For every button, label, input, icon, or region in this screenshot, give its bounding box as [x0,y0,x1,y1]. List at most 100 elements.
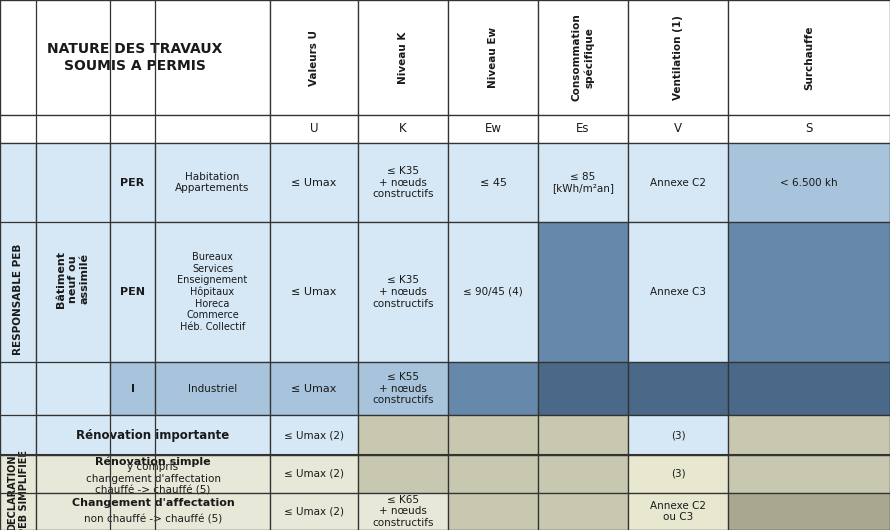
Bar [36,143,110,415]
Text: non chauffé -> chauffé (5): non chauffé -> chauffé (5) [84,515,222,525]
Bar [110,362,155,415]
Text: Niveau Ew: Niveau Ew [488,27,498,88]
Text: Rénovation importante: Rénovation importante [77,428,230,441]
Text: ≤ K35
+ nœuds
constructifs: ≤ K35 + nœuds constructifs [372,166,433,199]
Text: PEN: PEN [120,287,145,297]
Text: PER: PER [120,178,144,188]
Bar [0,143,36,455]
Bar [155,362,270,415]
Bar [36,493,270,530]
Bar [358,115,448,143]
Text: ≤ 90/45 (4): ≤ 90/45 (4) [463,287,523,297]
Bar [628,415,728,455]
Text: ≤ K35
+ nœuds
constructifs: ≤ K35 + nœuds constructifs [372,276,433,308]
Bar [538,222,628,362]
Text: Ventilation (1): Ventilation (1) [673,15,683,100]
Bar [448,115,538,143]
Text: S: S [805,122,813,136]
Text: Habitation
Appartements: Habitation Appartements [175,172,250,193]
Text: Changement d'affectation: Changement d'affectation [71,499,234,508]
Bar [628,455,728,493]
Bar [628,222,728,362]
Text: V: V [674,122,682,136]
Bar [270,362,358,415]
Bar [0,115,270,143]
Text: ≤ Umax: ≤ Umax [291,178,336,188]
Text: DECLARATION
PEB SIMPLIFIEE: DECLARATION PEB SIMPLIFIEE [7,450,28,530]
Bar [358,362,448,415]
Text: Es: Es [576,122,590,136]
Text: ≤ Umax (2): ≤ Umax (2) [284,469,344,479]
Text: ≤ 45: ≤ 45 [480,178,506,188]
Bar [628,0,728,115]
Bar [270,115,358,143]
Text: Rénovation simple: Rénovation simple [95,457,211,467]
Text: Consommation
spécifique: Consommation spécifique [572,14,595,101]
Text: Bureaux
Services
Enseignement
Hôpitaux
Horeca
Commerce
Héb. Collectif: Bureaux Services Enseignement Hôpitaux H… [177,252,247,332]
Bar [728,362,890,415]
Bar [728,493,890,530]
Bar [36,415,270,455]
Bar [538,115,628,143]
Bar [270,493,358,530]
Text: Valeurs U: Valeurs U [309,30,319,85]
Text: Annexe C2
ou C3: Annexe C2 ou C3 [650,501,706,522]
Bar [358,0,448,115]
Bar [728,415,890,455]
Bar [358,222,448,362]
Bar [270,0,358,115]
Bar [448,222,538,362]
Bar [728,143,890,222]
Bar [448,455,538,493]
Bar [448,143,538,222]
Bar [270,143,358,222]
Bar [358,493,448,530]
Bar [538,455,628,493]
Text: ≤ Umax (2): ≤ Umax (2) [284,430,344,440]
Text: ≤ K65
+ nœuds
constructifs: ≤ K65 + nœuds constructifs [372,495,433,528]
Text: Industriel: Industriel [188,384,237,393]
Bar [538,493,628,530]
Bar [358,455,448,493]
Text: ≤ Umax: ≤ Umax [291,384,336,393]
Text: ≤ K55
+ nœuds
constructifs: ≤ K55 + nœuds constructifs [372,372,433,405]
Bar [0,0,270,115]
Bar [728,0,890,115]
Text: Ew: Ew [484,122,501,136]
Bar [728,455,890,493]
Bar [110,143,155,222]
Text: < 6.500 kh: < 6.500 kh [781,178,837,188]
Text: y compris
changement d'affectation
chauffé -> chauffé (5): y compris changement d'affectation chauf… [85,462,221,496]
Text: K: K [400,122,407,136]
Bar [155,222,270,362]
Bar [538,415,628,455]
Text: ≤ Umax: ≤ Umax [291,287,336,297]
Bar [628,493,728,530]
Bar [628,143,728,222]
Bar [628,115,728,143]
Text: (3): (3) [671,469,685,479]
Text: Surchauffe: Surchauffe [804,25,814,90]
Bar [358,415,448,455]
Text: Bâtiment
neuf ou
assimilé: Bâtiment neuf ou assimilé [56,251,90,307]
Bar [448,362,538,415]
Bar [358,143,448,222]
Text: ≤ 85
[kWh/m²an]: ≤ 85 [kWh/m²an] [552,172,614,193]
Text: RESPONSABLE PEB: RESPONSABLE PEB [13,243,23,355]
Bar [448,493,538,530]
Bar [448,0,538,115]
Bar [0,455,36,530]
Bar [538,0,628,115]
Text: Niveau K: Niveau K [398,31,408,84]
Bar [270,455,358,493]
Bar [110,222,155,362]
Bar [270,222,358,362]
Text: Annexe C2: Annexe C2 [650,178,706,188]
Text: NATURE DES TRAVAUX
SOUMIS A PERMIS: NATURE DES TRAVAUX SOUMIS A PERMIS [47,42,222,73]
Bar [728,115,890,143]
Bar [538,143,628,222]
Bar [628,362,728,415]
Text: ≤ Umax (2): ≤ Umax (2) [284,507,344,517]
Bar [538,362,628,415]
Bar [36,455,270,493]
